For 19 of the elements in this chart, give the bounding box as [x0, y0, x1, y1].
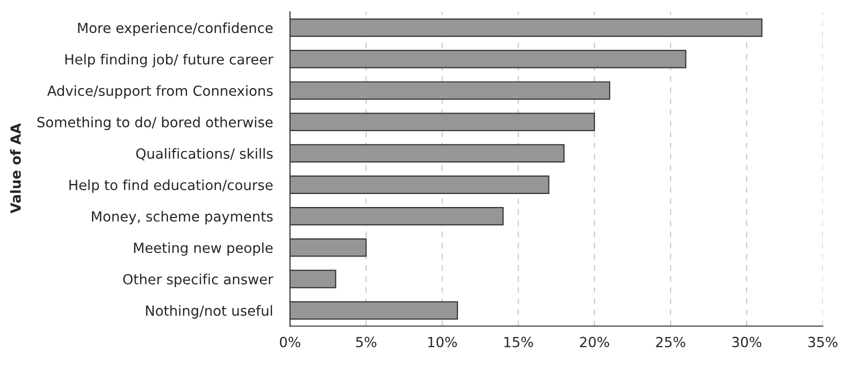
x-tick-label: 0% — [280, 336, 300, 348]
y-tick-label: Advice/support from Connexions — [47, 85, 273, 99]
y-tick-label: Help finding job/ future career — [65, 54, 274, 68]
y-tick-label: Meeting new people — [134, 242, 273, 256]
x-tick-label: 20% — [580, 336, 610, 348]
x-tick-label: 35% — [808, 336, 838, 348]
y-tick-label: More experience/confidence — [78, 22, 273, 36]
x-tick-label: 25% — [656, 336, 686, 348]
y-tick-label: Something to do/ bored otherwise — [37, 116, 273, 130]
y-tick-label: Money, scheme payments — [92, 210, 273, 224]
y-tick-label: Help to find education/course — [69, 179, 273, 193]
y-axis-title: Value of AA — [10, 123, 21, 214]
x-tick-label: 5% — [356, 336, 376, 348]
x-tick-label: 30% — [732, 336, 762, 348]
y-tick-label: Nothing/not useful — [146, 305, 272, 319]
x-tick-label: 15% — [504, 336, 533, 348]
y-tick-label: Qualifications/ skills — [136, 148, 273, 160]
y-tick-label: Other specific answer — [123, 274, 274, 288]
x-tick-label: 10% — [428, 336, 457, 348]
